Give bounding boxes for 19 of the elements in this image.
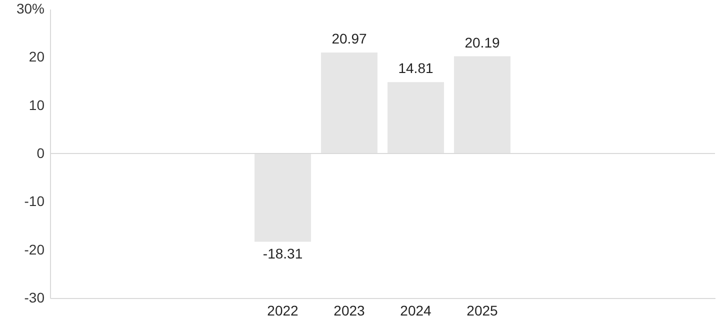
data-label: 20.97: [332, 30, 367, 46]
x-tick-label: 2022: [267, 302, 299, 318]
y-tick-label: -30: [24, 290, 45, 306]
bar: [454, 56, 511, 154]
bar: [254, 154, 312, 242]
data-label: 14.81: [398, 60, 434, 76]
y-tick-label: -10: [24, 193, 45, 210]
bar: [387, 82, 444, 154]
y-tick-label: 30%: [16, 0, 44, 16]
y-tick-label: -20: [24, 241, 45, 258]
y-tick-label: 10: [28, 96, 45, 113]
x-tick-label: 2023: [334, 302, 366, 318]
data-label: -18.31: [262, 246, 303, 262]
bar: [320, 52, 378, 154]
y-tick-label: 0: [36, 145, 45, 161]
data-label: 20.19: [464, 34, 500, 50]
x-tick-label: 2025: [466, 302, 498, 318]
y-tick-label: 20: [28, 48, 45, 65]
x-tick-label: 2024: [400, 302, 432, 318]
